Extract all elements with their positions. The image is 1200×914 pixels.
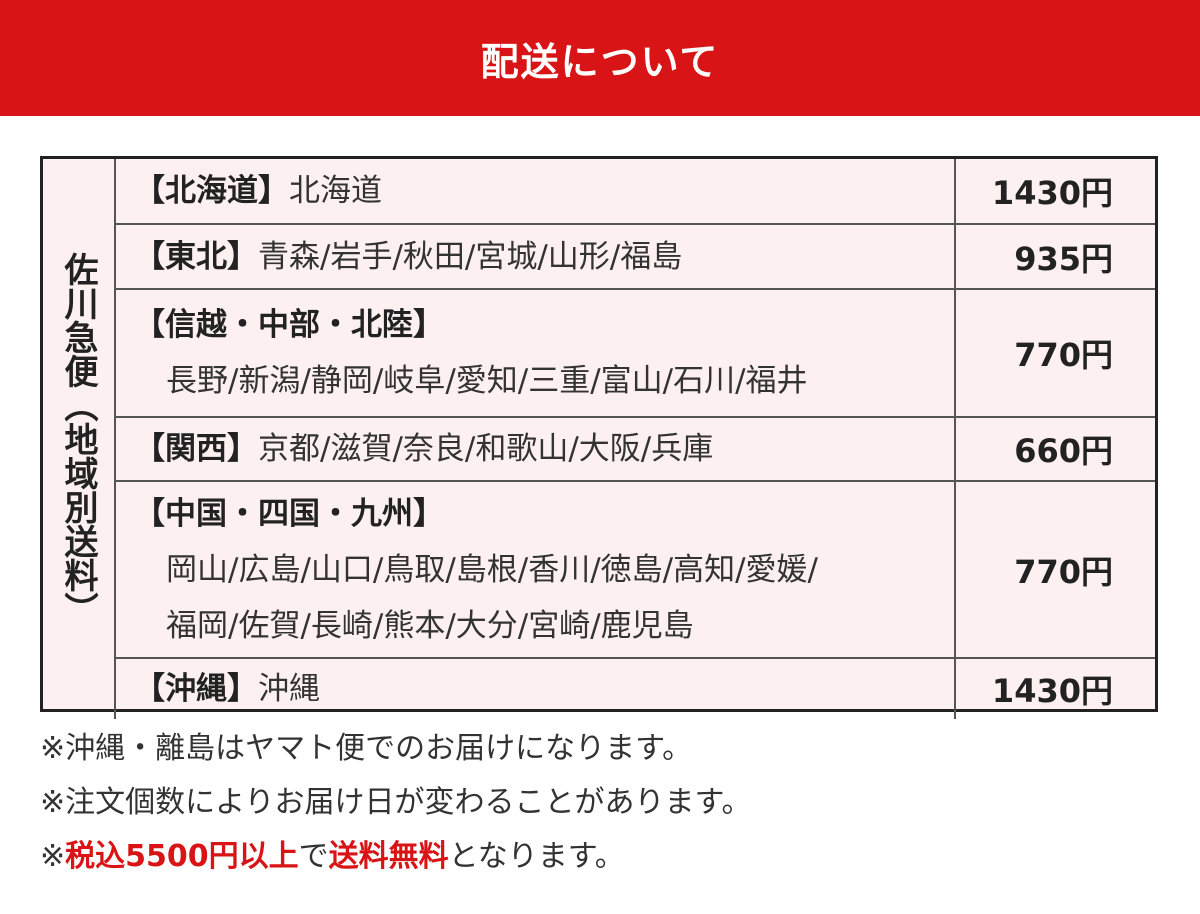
region-name: 【中国・四国・九州】 xyxy=(134,495,444,532)
region-cell-chugoku-shikoku-kyushu: 【中国・四国・九州】 岡山/広島/山口/鳥取/島根/香川/徳島/高知/愛媛/ 福… xyxy=(116,482,956,659)
prefecture-list: 長野/新潟/静岡/岐阜/愛知/三重/富山/石川/福井 xyxy=(166,363,808,399)
price-cell-okinawa: 1430円 xyxy=(991,672,1113,710)
price-cell-tohoku: 935円 xyxy=(956,225,1155,290)
prefecture-list: 青森/岩手/秋田/宮城/山形/福島 xyxy=(258,238,683,275)
free-shipping-threshold: 税込5500円以上 xyxy=(65,839,299,874)
carrier-label-cell: 佐川急便（地域別送料） xyxy=(43,159,116,719)
free-shipping-label: 送料無料 xyxy=(328,839,449,874)
price-cell-chugoku-shikoku-kyushu: 770円 xyxy=(956,482,1155,659)
region-name: 【東北】 xyxy=(134,238,258,275)
region-cell-kansai: 【関西】京都/滋賀/奈良/和歌山/大阪/兵庫 xyxy=(116,418,956,482)
region-cell-chubu: 【信越・中部・北陸】 長野/新潟/静岡/岐阜/愛知/三重/富山/石川/福井 xyxy=(116,290,956,418)
prefecture-list-line2: 福岡/佐賀/長崎/熊本/大分/宮崎/鹿児島 xyxy=(166,607,694,644)
prefecture-list: 北海道 xyxy=(289,173,382,209)
prefecture-list: 京都/滋賀/奈良/和歌山/大阪/兵庫 xyxy=(258,431,714,467)
prefecture-list-line1: 岡山/広島/山口/鳥取/島根/香川/徳島/高知/愛媛/ xyxy=(166,551,818,588)
note-middle: で xyxy=(298,839,329,874)
region-cell-hokkaido: 【北海道】北海道 xyxy=(116,159,956,225)
price-cell-kansai: 660円 xyxy=(956,418,1155,482)
region-name: 【関西】 xyxy=(134,431,258,467)
price-cell-chubu: 770円 xyxy=(956,290,1155,418)
region-name: 【信越・中部・北陸】 xyxy=(134,307,444,343)
region-name: 【北海道】 xyxy=(134,173,289,209)
note-prefix: ※ xyxy=(40,839,66,874)
price-cell-hokkaido: 1430円 xyxy=(956,159,1155,225)
note-delivery-date: ※注文個数によりお届け日が変わることがあります。 xyxy=(40,785,752,820)
page-title: 配送について xyxy=(480,39,720,84)
shipping-fee-table: 佐川急便（地域別送料） 【北海道】北海道 1430円 【東北】青森/岩手/秋田/… xyxy=(40,156,1158,719)
note-free-shipping: ※税込5500円以上で送料無料となります。 xyxy=(40,830,1160,884)
prefecture-list: 沖縄 xyxy=(258,671,320,707)
region-name: 【沖縄】 xyxy=(134,671,258,707)
shipping-notes: ※沖縄・離島はヤマト便でのお届けになります。 ※注文個数によりお届け日が変わるこ… xyxy=(40,722,1160,884)
carrier-label: 佐川急便（地域別送料） xyxy=(58,252,98,626)
page-header: 配送について xyxy=(0,0,1200,116)
region-cell-okinawa: 【沖縄】沖縄 xyxy=(116,659,956,719)
region-cell-tohoku: 【東北】青森/岩手/秋田/宮城/山形/福島 xyxy=(116,225,956,290)
note-okinawa-islands: ※沖縄・離島はヤマト便でのお届けになります。 xyxy=(40,731,693,766)
note-suffix: となります。 xyxy=(448,839,625,874)
